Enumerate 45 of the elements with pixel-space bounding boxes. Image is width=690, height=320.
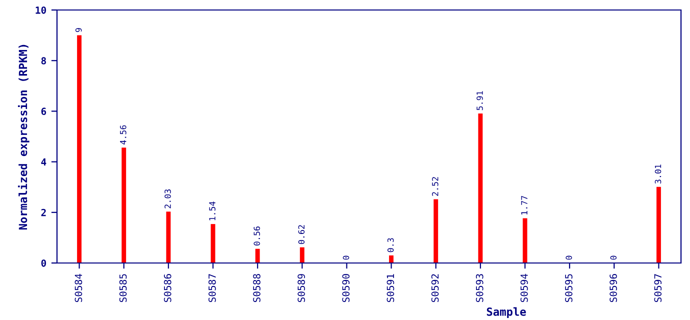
y-tick-label: 2 — [41, 208, 46, 216]
bar — [434, 199, 438, 263]
data-label: 9 — [75, 28, 82, 32]
y-tick-label: 4 — [41, 158, 46, 166]
x-tick-label: S0586 — [164, 274, 172, 302]
y-tick-label: 6 — [41, 108, 46, 116]
data-label: 2.52 — [432, 177, 438, 196]
x-tick-label: S0588 — [253, 274, 260, 302]
bar — [656, 186, 661, 263]
data-label: 0.62 — [298, 225, 305, 244]
x-tick-label: S0589 — [298, 274, 305, 302]
bar — [300, 247, 304, 263]
bar — [255, 248, 260, 263]
y-tick-label: 0 — [41, 259, 46, 267]
data-label: 2.03 — [164, 189, 171, 208]
x-tick-label: S0585 — [119, 274, 127, 302]
y-axis-title: Normalized expression (RPKM) — [18, 44, 30, 230]
x-tick-label: S0590 — [342, 274, 350, 302]
y-tick-label: 8 — [41, 57, 46, 64]
data-label: 3.01 — [654, 164, 662, 184]
x-tick-label: S0594 — [520, 274, 528, 302]
x-tick-label: S0587 — [208, 274, 216, 302]
y-tick-label: 10 — [36, 6, 46, 14]
data-label: 0 — [566, 256, 572, 260]
data-label: 4.56 — [120, 125, 126, 144]
x-tick-label: S0584 — [74, 274, 82, 302]
bar — [166, 212, 171, 263]
data-label: 1.77 — [521, 196, 528, 214]
x-tick-label: S0595 — [565, 274, 572, 302]
x-axis-title: Sample — [486, 307, 526, 318]
bar — [389, 255, 394, 263]
data-label: 5.91 — [476, 91, 483, 110]
data-label: 1.54 — [209, 202, 216, 220]
data-label: 0 — [342, 256, 350, 260]
x-tick-label: S0596 — [610, 274, 617, 302]
x-tick-label: S0593 — [476, 274, 484, 302]
data-label: 0 — [610, 256, 617, 260]
data-label: 0.56 — [254, 226, 260, 246]
bar — [77, 35, 82, 263]
bar — [478, 113, 483, 263]
x-tick-label: S0591 — [386, 274, 394, 302]
x-tick-label: S0592 — [431, 274, 439, 302]
x-tick-label: S0597 — [654, 274, 662, 302]
bar — [122, 148, 126, 263]
data-label: 0.3 — [387, 238, 394, 252]
